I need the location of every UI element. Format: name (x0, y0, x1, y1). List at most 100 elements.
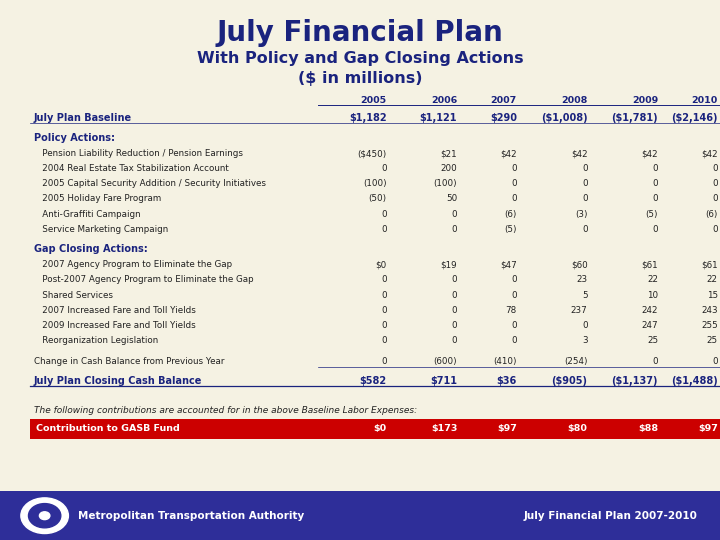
Text: (6): (6) (505, 210, 517, 219)
Text: July Financial Plan 2007-2010: July Financial Plan 2007-2010 (523, 511, 697, 521)
Text: 0: 0 (381, 336, 387, 345)
Text: 247: 247 (642, 321, 658, 330)
Text: $711: $711 (431, 376, 457, 387)
Text: (5): (5) (505, 225, 517, 234)
Text: ($1,008): ($1,008) (541, 113, 588, 124)
Text: (100): (100) (363, 179, 387, 188)
Text: 0: 0 (451, 225, 457, 234)
Text: 0: 0 (582, 164, 588, 173)
Text: Reorganization Legislation: Reorganization Legislation (34, 336, 158, 345)
Text: $80: $80 (567, 424, 588, 433)
Text: $42: $42 (571, 149, 588, 158)
Text: $61: $61 (701, 260, 718, 269)
Text: 0: 0 (712, 179, 718, 188)
Bar (0, 491, 720, 540)
Text: Gap Closing Actions:: Gap Closing Actions: (34, 244, 148, 254)
Text: 0: 0 (712, 194, 718, 204)
Text: 0: 0 (652, 164, 658, 173)
Text: ($1,137): ($1,137) (611, 376, 658, 387)
Text: 2007: 2007 (491, 96, 517, 105)
Text: 3: 3 (582, 336, 588, 345)
Text: 0: 0 (652, 357, 658, 367)
Text: $42: $42 (642, 149, 658, 158)
Text: 0: 0 (381, 210, 387, 219)
Text: Post-2007 Agency Program to Eliminate the Gap: Post-2007 Agency Program to Eliminate th… (34, 275, 253, 285)
Text: 0: 0 (451, 275, 457, 285)
Circle shape (29, 504, 60, 528)
Text: $97: $97 (497, 424, 517, 433)
Text: $1,182: $1,182 (349, 113, 387, 124)
Text: ($1,488): ($1,488) (671, 376, 718, 387)
Text: 0: 0 (582, 225, 588, 234)
Text: ($905): ($905) (552, 376, 588, 387)
Text: 0: 0 (381, 321, 387, 330)
Text: $173: $173 (431, 424, 457, 433)
Text: $19: $19 (441, 260, 457, 269)
Circle shape (40, 512, 50, 519)
Text: 255: 255 (701, 321, 718, 330)
Text: (254): (254) (564, 357, 588, 367)
Text: Change in Cash Balance from Previous Year: Change in Cash Balance from Previous Yea… (34, 357, 225, 367)
Text: 0: 0 (381, 164, 387, 173)
Text: 23: 23 (577, 275, 588, 285)
Text: 2007 Increased Fare and Toll Yields: 2007 Increased Fare and Toll Yields (34, 306, 196, 315)
Text: 0: 0 (712, 357, 718, 367)
Text: 10: 10 (647, 291, 658, 300)
Text: 243: 243 (701, 306, 718, 315)
Text: 0: 0 (511, 164, 517, 173)
Text: $61: $61 (642, 260, 658, 269)
Text: ($2,146): ($2,146) (671, 113, 718, 124)
Circle shape (21, 498, 68, 534)
Text: 78: 78 (505, 306, 517, 315)
Text: 22: 22 (647, 275, 658, 285)
Text: 2005 Holiday Fare Program: 2005 Holiday Fare Program (34, 194, 161, 204)
Text: 242: 242 (642, 306, 658, 315)
Text: 0: 0 (511, 275, 517, 285)
Text: 0: 0 (582, 179, 588, 188)
Text: Policy Actions:: Policy Actions: (34, 133, 115, 143)
Text: Pension Liability Reduction / Pension Earnings: Pension Liability Reduction / Pension Ea… (34, 149, 243, 158)
Text: With Policy and Gap Closing Actions: With Policy and Gap Closing Actions (197, 51, 523, 66)
Text: 2008: 2008 (561, 96, 588, 105)
Text: 15: 15 (707, 291, 718, 300)
Text: 0: 0 (381, 357, 387, 367)
Text: Metropolitan Transportation Authority: Metropolitan Transportation Authority (78, 511, 304, 521)
Text: 2005 Capital Security Addition / Security Initiatives: 2005 Capital Security Addition / Securit… (34, 179, 266, 188)
Text: 50: 50 (446, 194, 457, 204)
Text: ($1,781): ($1,781) (611, 113, 658, 124)
Text: 0: 0 (712, 164, 718, 173)
Text: (3): (3) (575, 210, 588, 219)
Text: (6): (6) (706, 210, 718, 219)
Text: 2006: 2006 (431, 96, 457, 105)
Text: 2005: 2005 (361, 96, 387, 105)
Text: $88: $88 (638, 424, 658, 433)
Text: $21: $21 (441, 149, 457, 158)
Text: 5: 5 (582, 291, 588, 300)
Text: 0: 0 (712, 225, 718, 234)
Text: 2004 Real Estate Tax Stabilization Account: 2004 Real Estate Tax Stabilization Accou… (34, 164, 228, 173)
Text: $0: $0 (375, 260, 387, 269)
Text: 0: 0 (652, 179, 658, 188)
Text: The following contributions are accounted for in the above Baseline Labor Expens: The following contributions are accounte… (34, 406, 417, 415)
Text: ($450): ($450) (357, 149, 387, 158)
Text: 22: 22 (707, 275, 718, 285)
Text: $36: $36 (497, 376, 517, 387)
Text: $1,121: $1,121 (420, 113, 457, 124)
Text: 0: 0 (511, 291, 517, 300)
Text: July Plan Closing Cash Balance: July Plan Closing Cash Balance (34, 376, 202, 387)
Text: 0: 0 (381, 275, 387, 285)
Text: 25: 25 (707, 336, 718, 345)
Text: $47: $47 (500, 260, 517, 269)
Text: $42: $42 (701, 149, 718, 158)
Text: (410): (410) (493, 357, 517, 367)
Text: 0: 0 (511, 179, 517, 188)
Text: (600): (600) (433, 357, 457, 367)
Text: (50): (50) (369, 194, 387, 204)
Text: 0: 0 (451, 321, 457, 330)
Text: Service Marketing Campaign: Service Marketing Campaign (34, 225, 168, 234)
Text: 0: 0 (511, 321, 517, 330)
Text: July Financial Plan: July Financial Plan (217, 19, 503, 48)
Text: $42: $42 (500, 149, 517, 158)
Text: (100): (100) (433, 179, 457, 188)
Text: 0: 0 (451, 306, 457, 315)
